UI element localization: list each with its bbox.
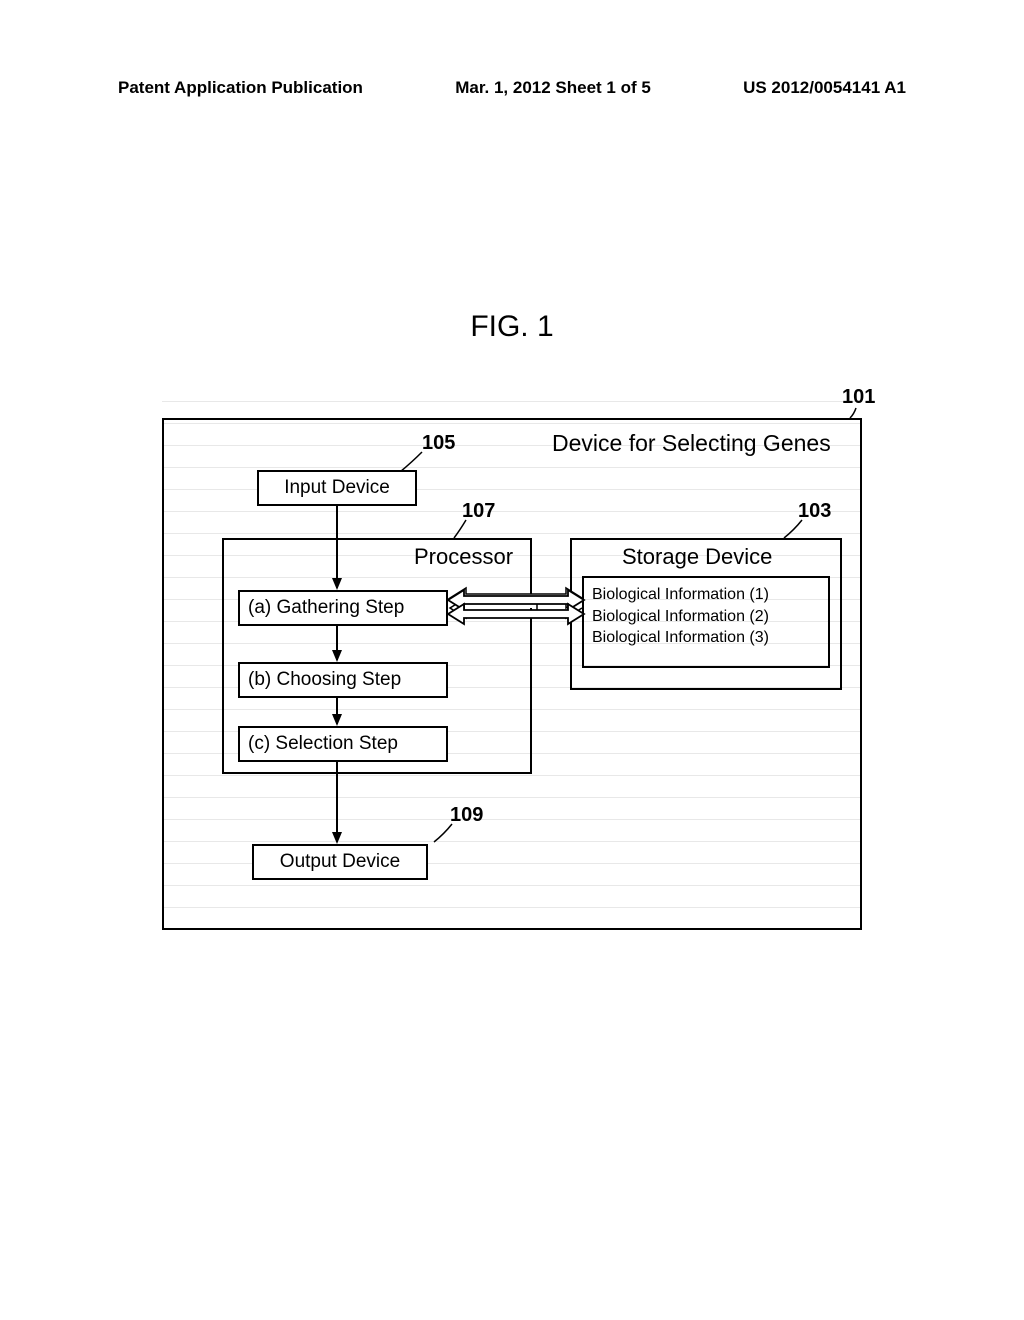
output-device-label: Output Device bbox=[280, 851, 400, 873]
header-right: US 2012/0054141 A1 bbox=[743, 78, 906, 98]
ref-103: 103 bbox=[798, 500, 831, 523]
ref-101: 101 bbox=[842, 386, 875, 409]
figure-title: FIG. 1 bbox=[0, 310, 1024, 344]
page-header: Patent Application Publication Mar. 1, 2… bbox=[118, 78, 906, 98]
step-a-label: (a) Gathering Step bbox=[248, 597, 404, 619]
input-device-box: Input Device bbox=[257, 470, 417, 506]
processor-label: Processor bbox=[414, 544, 513, 570]
bio-info-3: Biological Information (3) bbox=[592, 627, 820, 649]
step-b-label: (b) Choosing Step bbox=[248, 669, 401, 691]
header-center: Mar. 1, 2012 Sheet 1 of 5 bbox=[455, 78, 651, 98]
ref-107: 107 bbox=[462, 500, 495, 523]
diagram: 101 Device for Selecting Genes 105 Input… bbox=[162, 390, 862, 930]
step-a-box: (a) Gathering Step bbox=[238, 590, 448, 626]
storage-label: Storage Device bbox=[622, 544, 772, 570]
header-left: Patent Application Publication bbox=[118, 78, 363, 98]
bio-info-2: Biological Information (2) bbox=[592, 606, 820, 628]
step-c-box: (c) Selection Step bbox=[238, 726, 448, 762]
storage-inner-box: Biological Information (1) Biological In… bbox=[582, 576, 830, 668]
step-b-box: (b) Choosing Step bbox=[238, 662, 448, 698]
input-device-label: Input Device bbox=[284, 477, 390, 499]
ref-105: 105 bbox=[422, 432, 455, 455]
outer-box-label: Device for Selecting Genes bbox=[552, 430, 831, 457]
step-c-label: (c) Selection Step bbox=[248, 733, 398, 755]
ref-109: 109 bbox=[450, 804, 483, 827]
bio-info-1: Biological Information (1) bbox=[592, 584, 820, 606]
output-device-box: Output Device bbox=[252, 844, 428, 880]
